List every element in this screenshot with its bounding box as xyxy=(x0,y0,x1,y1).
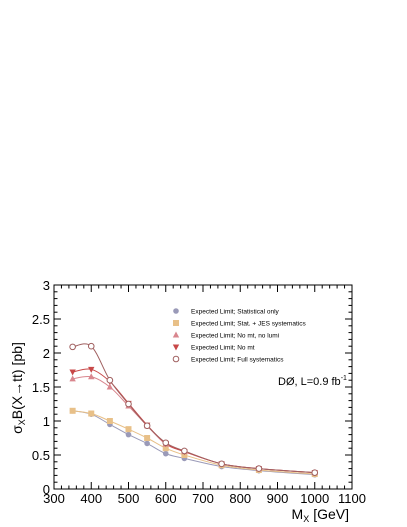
data-point-series-5 xyxy=(255,465,263,472)
y-axis-title: σXB(X→tt) [pb] xyxy=(9,342,27,434)
legend-entry-4: Expected Limit; No mt xyxy=(191,345,255,352)
data-point-series-5 xyxy=(87,342,95,350)
x-tick-label: 800 xyxy=(229,491,251,506)
data-point-series-5 xyxy=(162,439,170,447)
x-tick-label: 700 xyxy=(192,491,214,506)
y-tick-label: 3 xyxy=(43,278,50,293)
data-point-series-2 xyxy=(106,418,113,424)
legend-entry-3: Expected Limit; No mt, no lumi xyxy=(191,333,279,340)
legend-entry-1: Expected Limit; Statistical only xyxy=(191,309,280,316)
data-point-series-5 xyxy=(125,400,132,408)
data-point-series-2 xyxy=(69,407,76,414)
y-tick-label: 2 xyxy=(43,346,50,361)
legend-entry-2: Expected Limit; Stat. + JES systematics xyxy=(191,321,306,328)
x-tick-label: 500 xyxy=(118,491,140,506)
data-point-series-3 xyxy=(69,375,76,382)
data-point-series-2 xyxy=(144,435,151,441)
legend-marker-1 xyxy=(173,308,179,314)
x-tick-label: 900 xyxy=(267,491,289,506)
x-tick-label: 1000 xyxy=(300,491,329,506)
data-point-series-1 xyxy=(144,440,150,447)
series-line-5 xyxy=(72,343,315,474)
legend-marker-3 xyxy=(172,331,180,338)
legend-marker-2 xyxy=(173,320,179,326)
data-point-series-5 xyxy=(69,343,76,351)
data-point-series-3 xyxy=(88,373,95,380)
x-axis-title-main: M xyxy=(292,506,304,522)
y-tick-label: 1.5 xyxy=(32,380,50,395)
legend-marker-4 xyxy=(172,344,180,351)
x-tick-label: 300 xyxy=(43,491,65,506)
annotation-sup: -1 xyxy=(341,375,347,382)
y-axis-title-sub: X xyxy=(17,419,27,425)
experiment-annotation: DØ, L=0.9 fb-1 xyxy=(278,375,347,388)
y-tick-label: 0 xyxy=(43,482,50,497)
data-point-series-5 xyxy=(106,376,114,384)
y-axis-title-main: σ xyxy=(9,425,25,434)
data-point-series-2 xyxy=(125,426,132,433)
y-tick-label: 2.5 xyxy=(32,312,50,327)
data-point-series-2 xyxy=(162,445,169,452)
x-axis-title: MX [GeV] xyxy=(292,506,349,524)
data-point-series-2 xyxy=(88,410,95,417)
x-tick-labels: 300 400 500 600 700 800 900 1000 1100 xyxy=(43,491,366,506)
legend-entry-5: Expected Limit; Full systematics xyxy=(191,357,284,364)
series-line-1 xyxy=(72,410,315,476)
data-point-series-5 xyxy=(311,469,319,476)
data-point-series-1 xyxy=(162,450,169,457)
x-tick-label: 400 xyxy=(80,491,102,506)
x-axis-title-sub: X xyxy=(303,514,309,524)
data-point-series-5 xyxy=(143,422,151,430)
y-tick-label: 0.5 xyxy=(32,448,50,463)
x-tick-label: 600 xyxy=(155,491,177,506)
y-tick-labels: 0 0.5 1 1.5 2 2.5 3 xyxy=(32,278,50,497)
data-point-series-5 xyxy=(218,460,225,468)
legend: Expected Limit; Statistical only Expected… xyxy=(172,308,306,364)
data-point-series-1 xyxy=(125,431,132,438)
y-tick-label: 1 xyxy=(43,414,50,429)
y-axis-title-rest: B(X→tt) [pb] xyxy=(9,342,25,419)
series-line-2 xyxy=(72,410,315,475)
series-lines xyxy=(72,343,315,476)
x-tick-label: 1100 xyxy=(338,491,366,506)
axis-ticks xyxy=(53,284,353,490)
annotation-main: DØ, L=0.9 fb xyxy=(278,376,341,388)
legend-marker-5 xyxy=(172,355,180,363)
data-point-series-4 xyxy=(69,369,76,376)
data-points xyxy=(69,342,319,478)
x-axis-title-unit: [GeV] xyxy=(313,506,349,522)
data-point-series-3 xyxy=(106,383,114,390)
data-point-series-4 xyxy=(88,366,95,373)
data-point-series-5 xyxy=(181,447,188,455)
